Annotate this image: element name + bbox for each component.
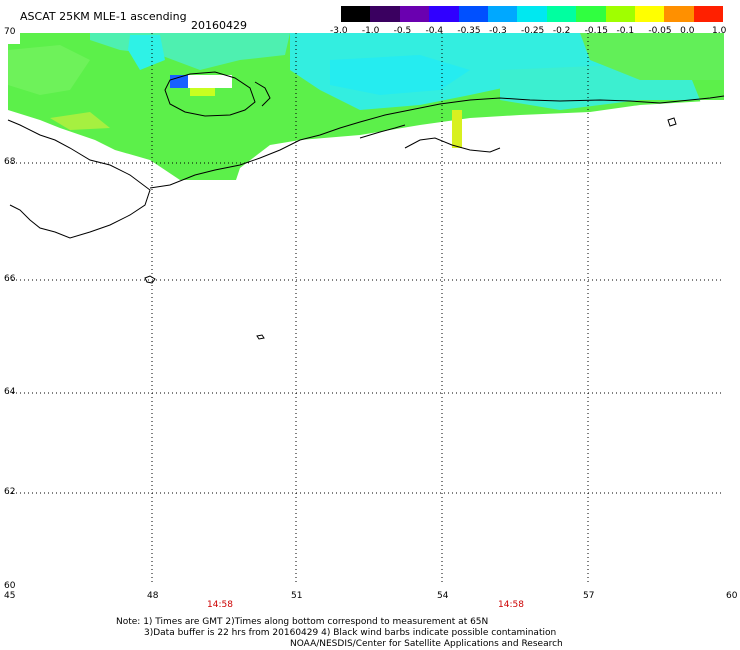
color-swatch: [487, 6, 518, 22]
lat-label-68: 68: [4, 157, 16, 167]
color-swatch: [341, 6, 371, 22]
color-scale-label: 0.0: [680, 26, 695, 36]
lon-label-51: 51: [291, 591, 303, 601]
lat-label-64: 64: [4, 387, 16, 397]
color-swatch: [576, 6, 606, 22]
color-swatch: [458, 6, 488, 22]
color-scale-bar: [341, 6, 724, 22]
color-scale-label: 1.0: [712, 26, 727, 36]
chart-date: 20160429: [191, 19, 247, 32]
color-swatch: [634, 6, 665, 22]
pass-time-2: 14:58: [498, 600, 524, 610]
lat-label-60: 60: [4, 581, 16, 591]
color-scale-label: -1.0: [361, 26, 380, 36]
color-swatch: [693, 6, 724, 22]
note-line-1: Note: 1) Times are GMT 2)Times along bot…: [116, 617, 489, 627]
lon-label-45: 45: [4, 591, 16, 601]
chart-title: ASCAT 25KM MLE-1 ascending: [20, 10, 187, 23]
color-scale-label: -0.1: [616, 26, 635, 36]
swath-data: [8, 33, 724, 180]
color-scale-label: -0.4: [425, 26, 444, 36]
color-swatch: [429, 6, 459, 22]
color-scale-label: -0.2: [552, 26, 571, 36]
color-scale-label: -0.15: [584, 26, 608, 36]
note-line-3: NOAA/NESDIS/Center for Satellite Applica…: [290, 639, 563, 649]
lon-label-60: 60: [726, 591, 738, 601]
color-swatch: [370, 6, 400, 22]
color-swatch: [517, 6, 547, 22]
color-scale-label: -0.05: [648, 26, 672, 36]
color-scale-label: -0.5: [393, 26, 412, 36]
color-swatch: [546, 6, 577, 22]
note-line-2: 3)Data buffer is 22 hrs from 20160429 4)…: [144, 628, 557, 638]
color-scale-label: -0.35: [457, 26, 481, 36]
color-swatch: [664, 6, 694, 22]
lon-label-57: 57: [583, 591, 595, 601]
color-scale-label: -0.25: [521, 26, 545, 36]
color-swatch: [399, 6, 430, 22]
color-scale-label: -0.3: [489, 26, 507, 36]
color-swatch: [605, 6, 635, 22]
pass-time-1: 14:58: [207, 600, 233, 610]
lat-label-70: 70: [4, 27, 16, 37]
lat-label-66: 66: [4, 274, 16, 284]
color-scale-label: -3.0: [330, 26, 348, 36]
coastline: [7, 71, 725, 340]
lat-label-62: 62: [4, 487, 16, 497]
lon-label-48: 48: [147, 591, 159, 601]
lon-label-54: 54: [437, 591, 449, 601]
graticule: [8, 33, 724, 583]
